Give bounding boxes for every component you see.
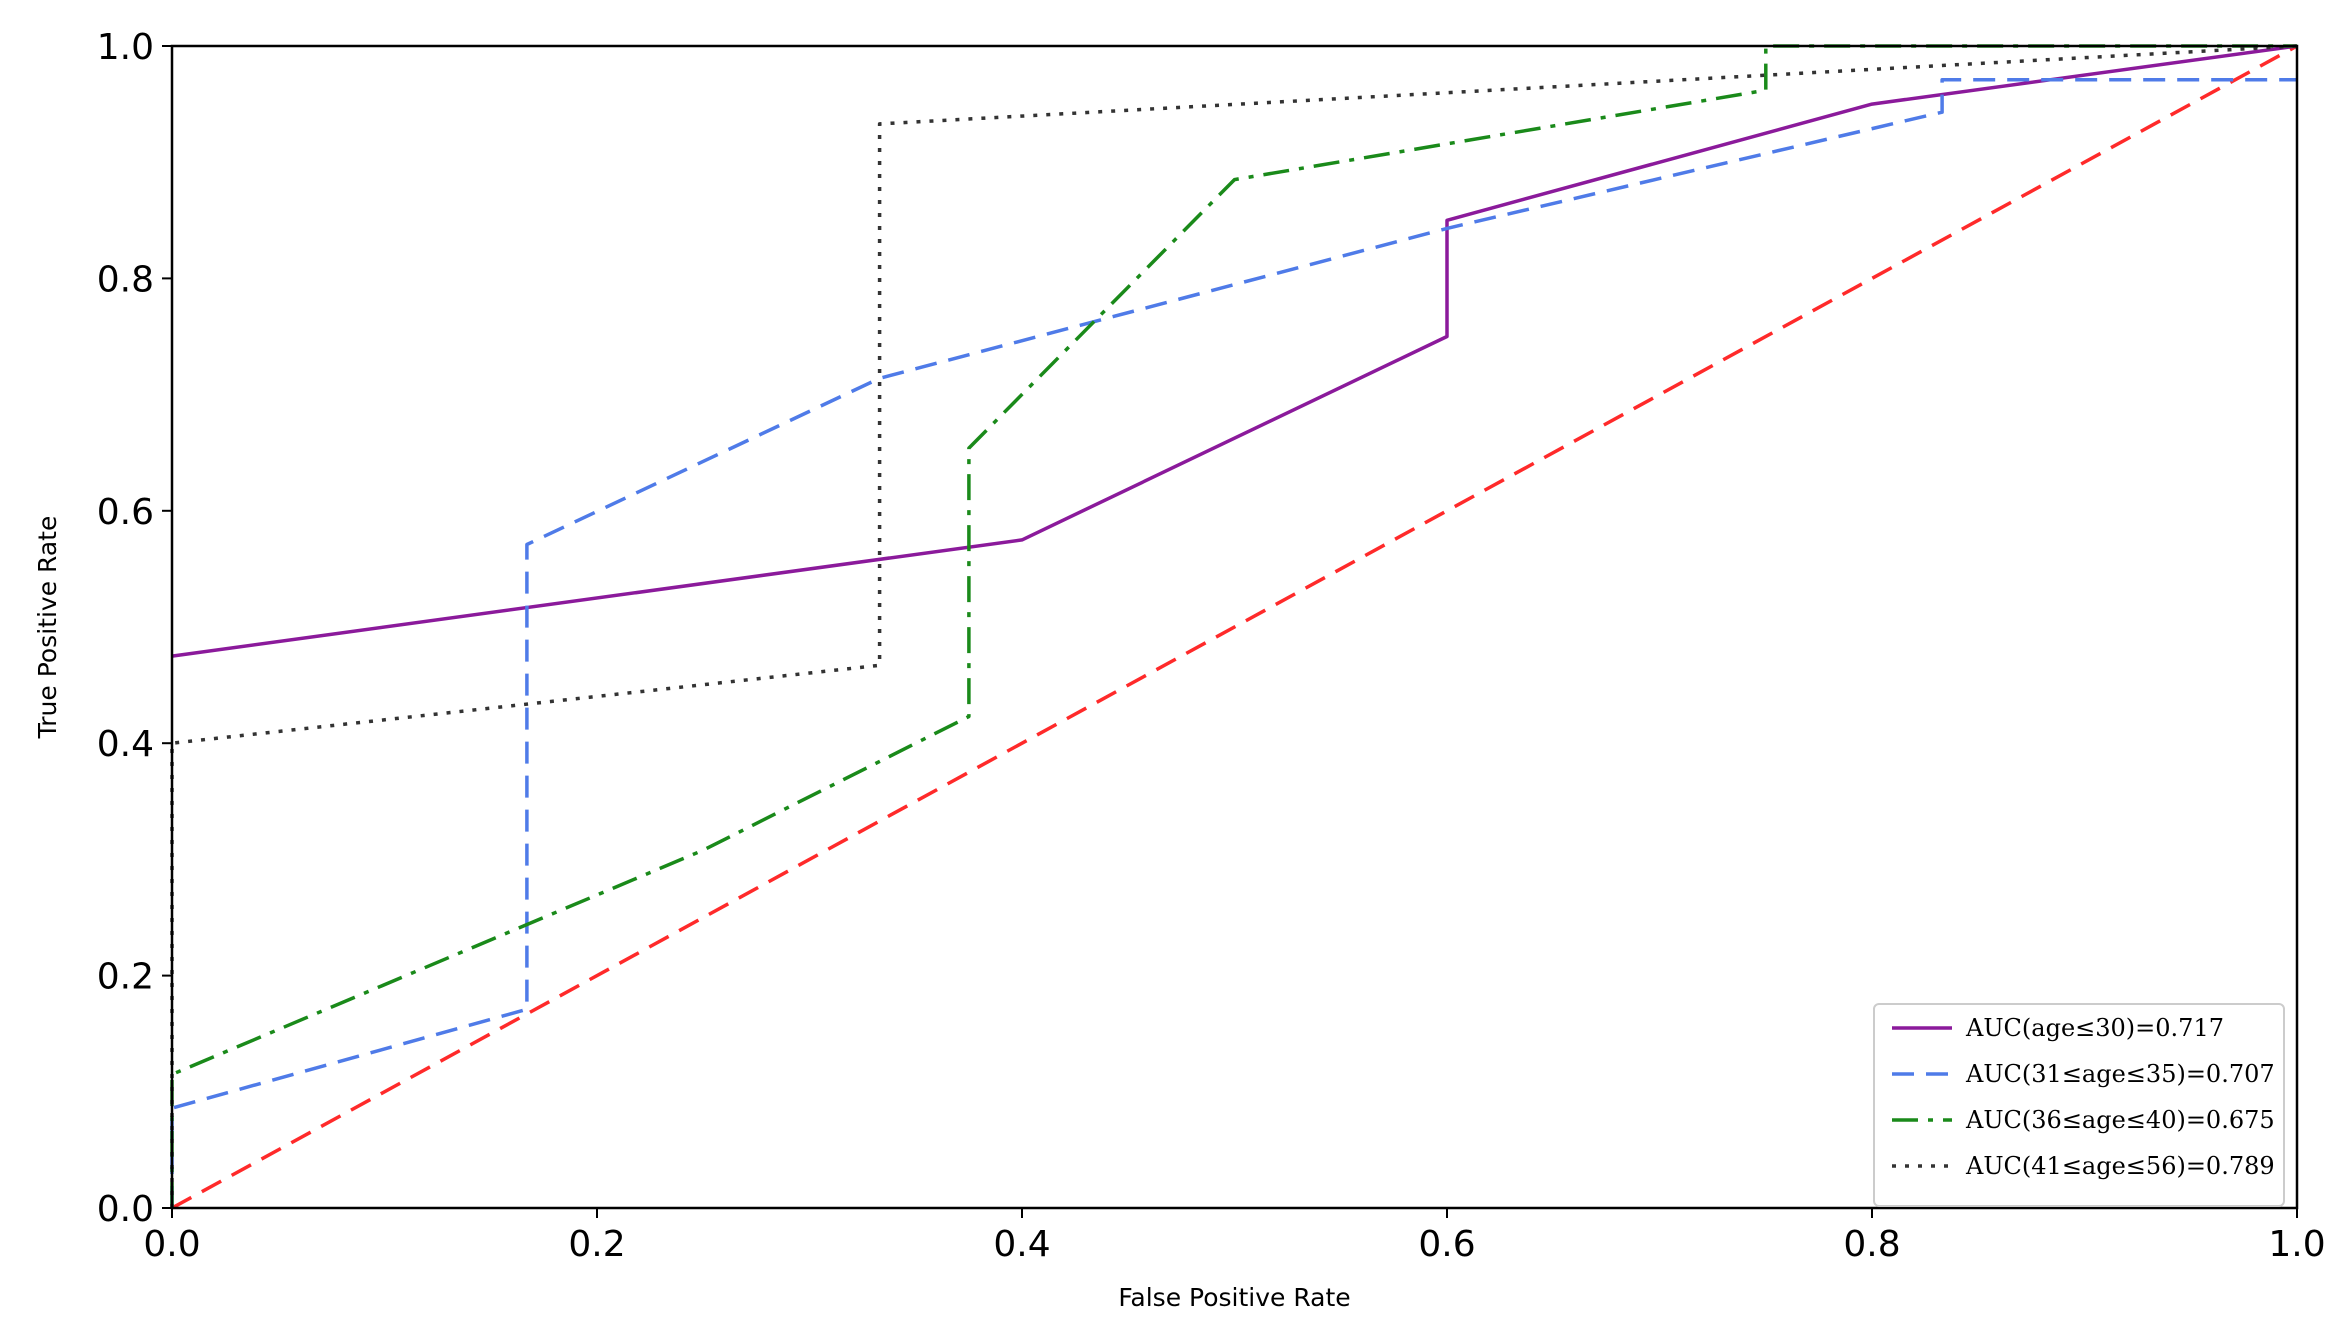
y-tick-label: 0.4 [97,724,154,765]
y-tick-label: 0.8 [97,259,154,300]
y-tick-label: 0.2 [97,957,154,998]
y-axis-ticks: 0.0 0.2 0.4 0.6 0.8 1.0 [97,27,172,1230]
plot-frame [170,44,2299,1210]
legend-entry: AUC(36≤age≤40)=0.675 [1965,1106,2275,1134]
reference-diagonal-line [171,44,2298,1210]
series-line-1 [171,44,2298,658]
x-axis-label: False Positive Rate [1118,1283,1350,1312]
x-tick-label: 0.8 [1843,1224,1900,1265]
legend-entry: AUC(41≤age≤56)=0.789 [1965,1152,2275,1180]
x-tick-label: 0.4 [993,1224,1050,1265]
plot-lines [170,44,2298,1210]
y-axis-label: True Positive Rate [33,516,62,740]
y-tick-label: 0.0 [97,1189,154,1230]
x-tick-label: 0.6 [1418,1224,1475,1265]
series-line-3 [170,44,2297,1208]
series-line-2 [170,77,2297,1208]
x-tick-label: 0.0 [143,1224,200,1265]
legend: AUC(age≤30)=0.717 AUC(31≤age≤35)=0.707 AUC… [1873,1003,2285,1207]
legend-entry: AUC(age≤30)=0.717 [1965,1014,2224,1042]
x-tick-label: 1.0 [2268,1224,2325,1265]
legend-box [1873,1003,2285,1207]
x-tick-label: 0.2 [568,1224,625,1265]
legend-entry: AUC(31≤age≤35)=0.707 [1965,1060,2275,1088]
y-tick-label: 1.0 [97,27,154,68]
x-axis-ticks: 0.0 0.2 0.4 0.6 0.8 1.0 [143,1208,2326,1265]
y-tick-label: 0.6 [97,492,154,533]
